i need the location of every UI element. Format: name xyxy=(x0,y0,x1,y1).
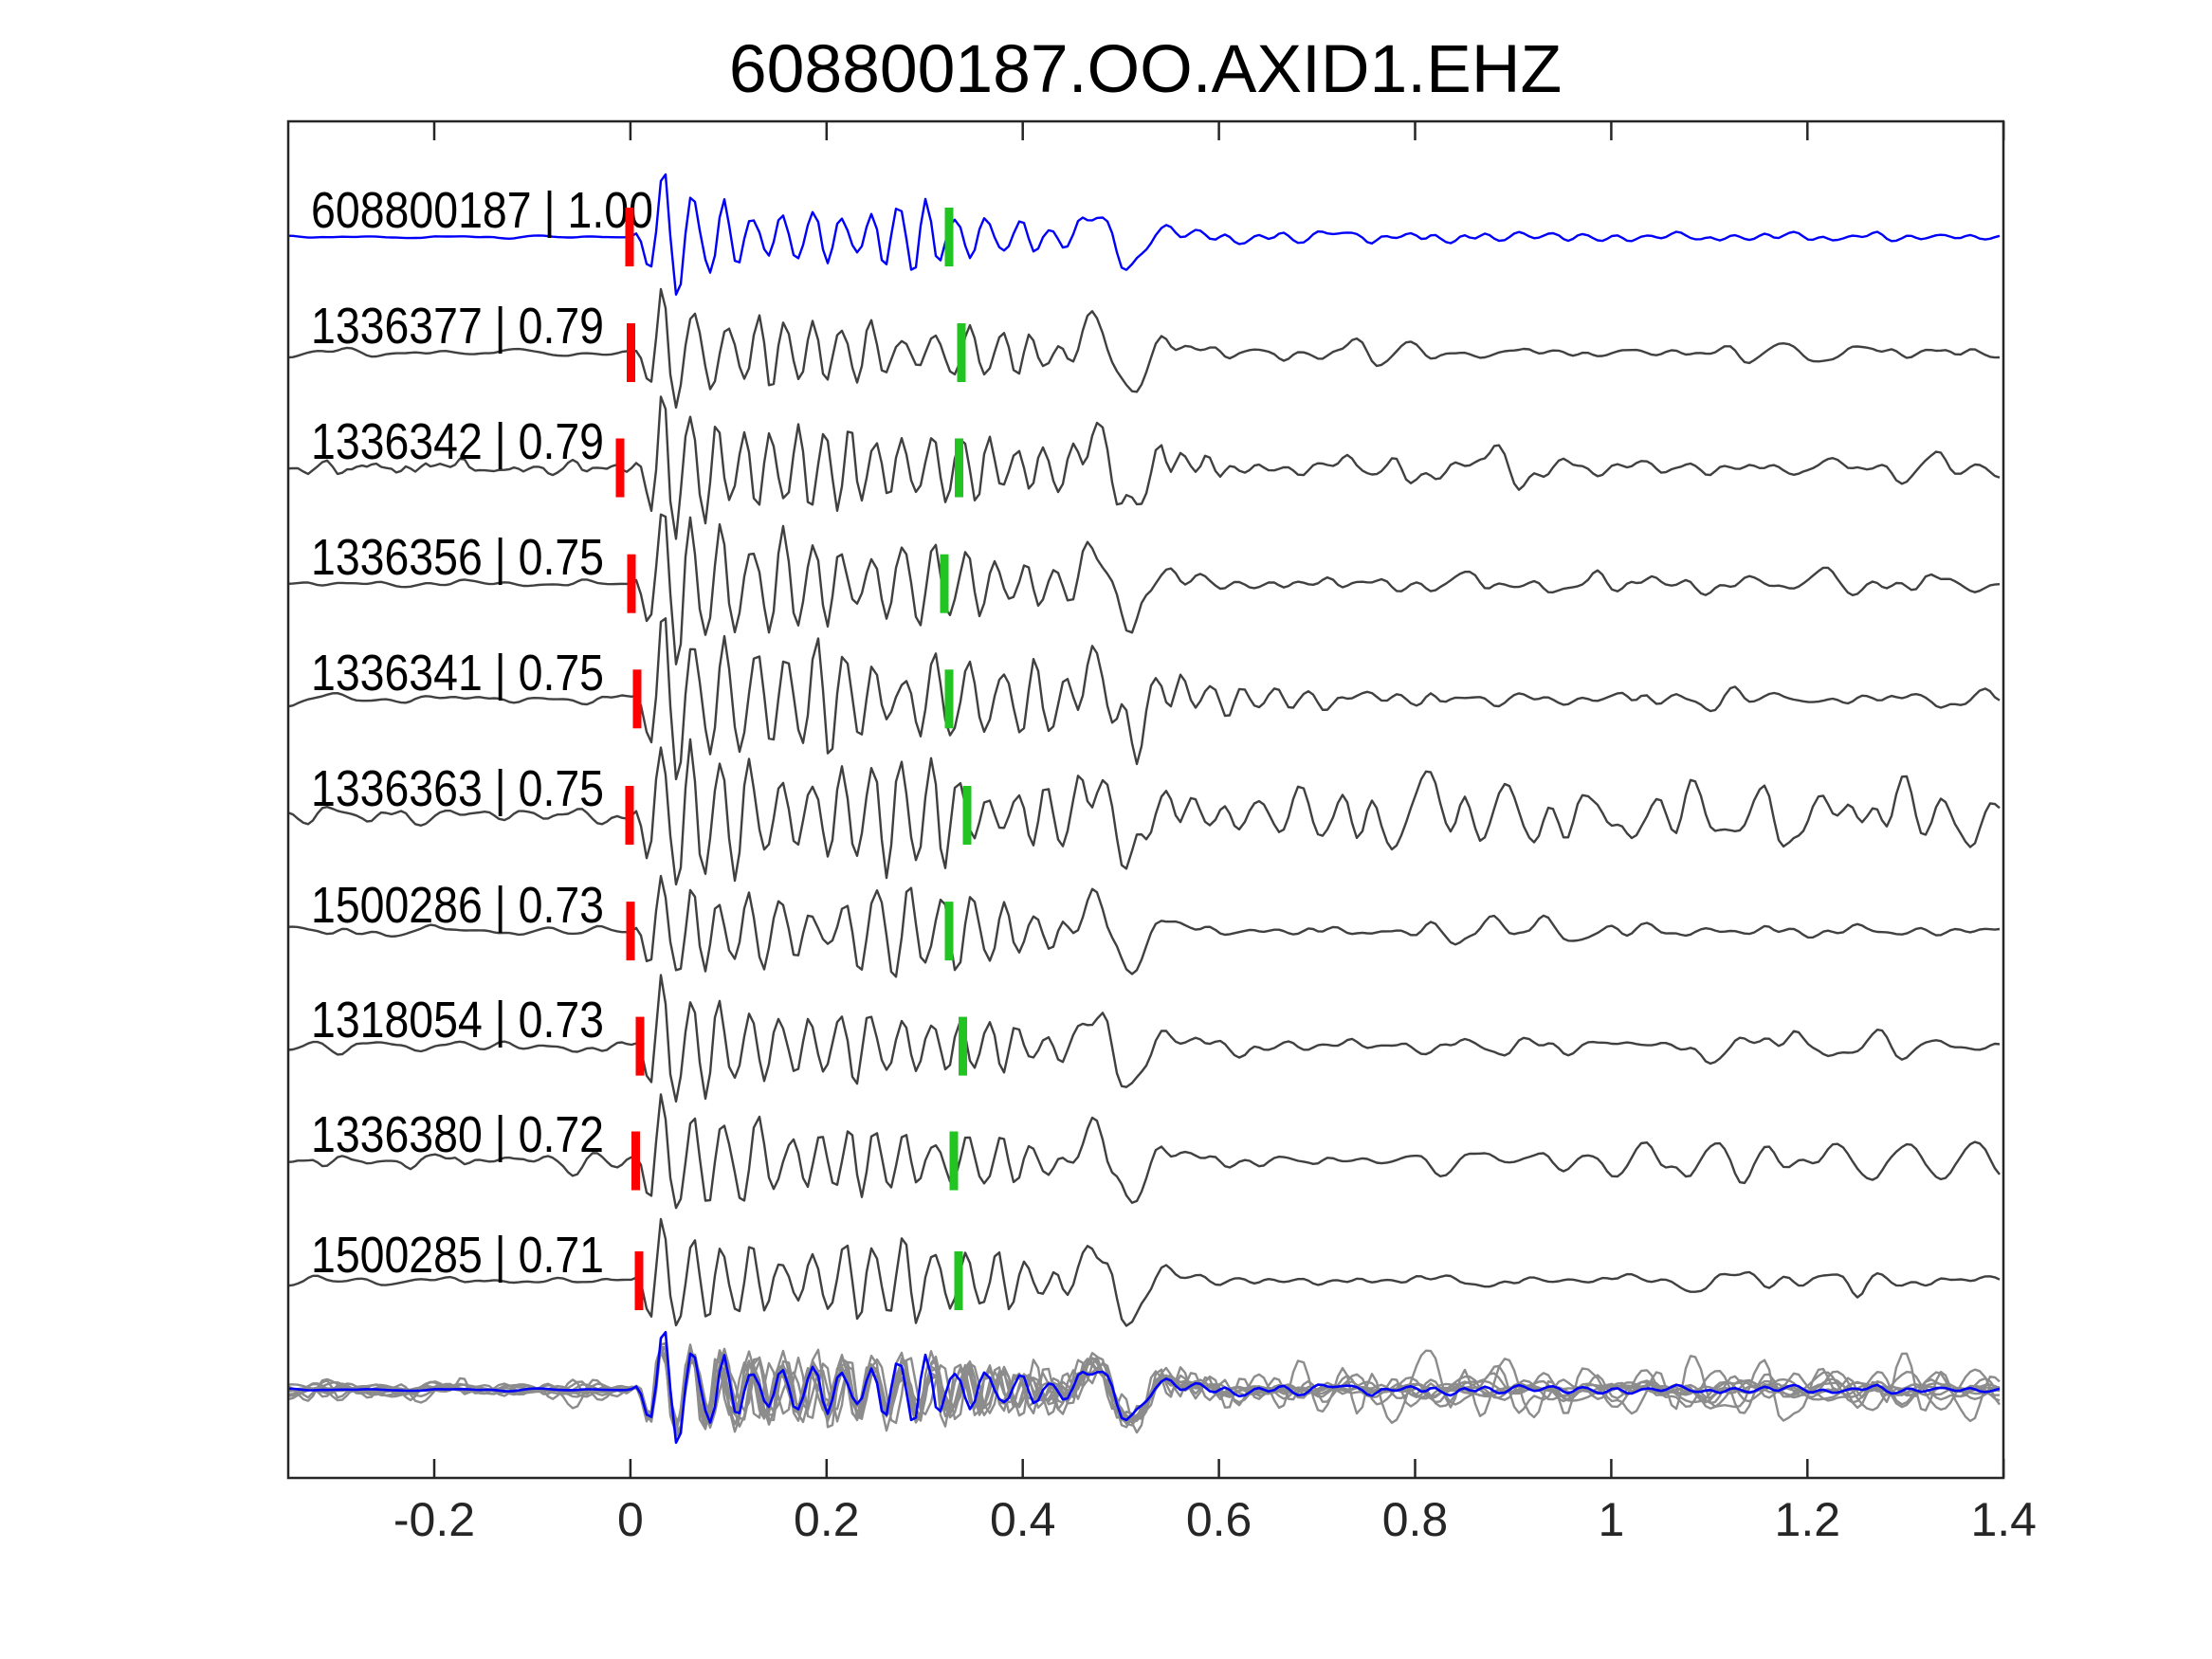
svg-text:0: 0 xyxy=(617,1493,644,1546)
svg-text:1500286 | 0.73: 1500286 | 0.73 xyxy=(311,877,604,934)
svg-text:1336363 | 0.75: 1336363 | 0.75 xyxy=(311,760,604,817)
svg-text:1336342 | 0.79: 1336342 | 0.79 xyxy=(311,413,604,470)
svg-text:1: 1 xyxy=(1598,1493,1624,1546)
svg-text:1318054 | 0.73: 1318054 | 0.73 xyxy=(311,992,604,1048)
svg-text:0.4: 0.4 xyxy=(990,1493,1056,1546)
svg-text:608800187 | 1.00: 608800187 | 1.00 xyxy=(311,182,653,239)
svg-text:1336377 | 0.79: 1336377 | 0.79 xyxy=(311,298,604,355)
svg-text:0.8: 0.8 xyxy=(1382,1493,1449,1546)
svg-text:608800187.OO.AXID1.EHZ: 608800187.OO.AXID1.EHZ xyxy=(729,31,1562,107)
svg-text:0.2: 0.2 xyxy=(794,1493,860,1546)
svg-text:1.2: 1.2 xyxy=(1775,1493,1841,1546)
svg-text:1336356 | 0.75: 1336356 | 0.75 xyxy=(311,529,604,586)
svg-text:1336380 | 0.72: 1336380 | 0.72 xyxy=(311,1106,604,1163)
svg-text:1336341 | 0.75: 1336341 | 0.75 xyxy=(311,645,604,702)
svg-text:0.6: 0.6 xyxy=(1186,1493,1252,1546)
svg-text:-0.2: -0.2 xyxy=(393,1493,475,1546)
svg-text:1.4: 1.4 xyxy=(1970,1493,2037,1546)
svg-text:1500285 | 0.71: 1500285 | 0.71 xyxy=(311,1227,604,1284)
